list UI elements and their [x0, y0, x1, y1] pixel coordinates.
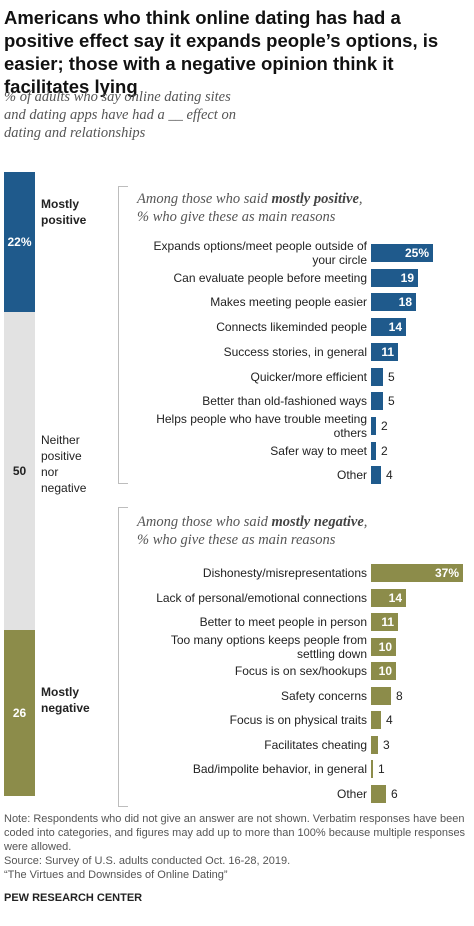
negative-reason-bar — [371, 637, 396, 656]
positive-reason-label: Makes meeting people easier — [210, 295, 367, 310]
negative-reason-value: 3 — [383, 737, 390, 752]
stack-segment-label: Mostly negative — [41, 685, 90, 715]
negative-reason-label: Safety concerns — [280, 688, 367, 703]
negative-reason-bar — [371, 613, 398, 631]
positive-reason-bar — [371, 392, 383, 411]
positive-reason-bar — [371, 441, 376, 460]
negative-group-heading: Among those who said mostly negative, % … — [137, 514, 368, 548]
positive-reason-value: 14 — [388, 320, 402, 335]
positive-reason-bar — [371, 268, 418, 287]
negative-reason-value: 8 — [396, 688, 403, 703]
negative-reason-bar — [371, 686, 391, 705]
negative-reason-value: 10 — [378, 664, 392, 678]
positive-reason-value: 11 — [381, 344, 394, 359]
negative-reason-bar — [371, 735, 378, 754]
positive-group-heading: Among those who said mostly positive, % … — [137, 191, 363, 225]
negative-reason-label: Facilitates cheating — [264, 737, 367, 752]
bracket-negative — [118, 507, 128, 807]
stack-segment-value: 26 — [12, 706, 27, 720]
negative-reason-label: Dishonesty/misrepresentations — [202, 566, 367, 580]
source-text: Source: Survey of U.S. adults conducted … — [4, 855, 291, 867]
positive-reason-bar — [371, 244, 433, 262]
positive-reason-bar — [371, 318, 406, 337]
positive-reason-value: 5 — [388, 394, 395, 409]
negative-reason-label: Bad/impolite behavior, in general — [192, 762, 367, 776]
stack-segment-1: 22% — [4, 172, 35, 312]
negative-reason-label: Other — [336, 786, 367, 801]
positive-reason-label: Safer way to meet — [270, 443, 367, 458]
report-title: “The Virtues and Downsides of Online Dat… — [4, 869, 228, 881]
notes: Note: Respondents who did not give an an… — [4, 812, 470, 882]
chart-title: Americans who think online dating has ha… — [4, 7, 439, 97]
negative-reason-value: 4 — [386, 713, 393, 727]
negative-reason-value: 10 — [378, 639, 392, 654]
positive-reason-label: Helps people who have trouble meeting ot… — [156, 411, 367, 440]
positive-reason-value: 19 — [400, 270, 414, 285]
negative-reason-bar — [371, 711, 381, 729]
positive-reason-label: Quicker/more efficient — [250, 369, 368, 384]
positive-reason-label: Other — [336, 468, 367, 483]
positive-reason-label: Can evaluate people before meeting — [173, 270, 367, 285]
pew-credit: PEW RESEARCH CENTER — [4, 892, 143, 904]
positive-reason-label: Success stories, in general — [223, 344, 367, 359]
negative-reason-value: 1 — [378, 762, 385, 776]
note-text: Note: Respondents who did not give an an… — [4, 813, 466, 853]
positive-reason-bar — [371, 293, 416, 312]
positive-reason-bar — [371, 466, 381, 485]
negative-reason-bar — [371, 784, 386, 803]
positive-reason-value: 5 — [388, 369, 395, 384]
negative-reason-label: Lack of personal/emotional connections — [156, 590, 367, 605]
positive-reason-label: Better than old-fashioned ways — [202, 394, 367, 409]
negative-reason-label: Too many options keeps people from settl… — [170, 632, 367, 661]
negative-reason-bar — [371, 662, 396, 680]
negative-reason-label: Focus is on physical traits — [229, 713, 367, 727]
positive-reason-value: 2 — [381, 443, 388, 458]
stack-segment-3: 26 — [4, 630, 35, 796]
negative-reason-value: 6 — [391, 786, 398, 801]
stack-segment-value: 50 — [12, 464, 27, 478]
stack-segment-label: Neither positive nor negative — [41, 433, 87, 495]
positive-reason-label: Expands options/meet people outside of y… — [153, 239, 367, 267]
chart-subtitle: % of adults who say online dating sites … — [4, 89, 236, 141]
stack-segment-value: 22% — [7, 235, 32, 249]
negative-reason-label: Better to meet people in person — [199, 615, 367, 629]
positive-reason-value: 18 — [398, 295, 412, 310]
negative-reason-value: 11 — [381, 615, 394, 629]
positive-reason-value: 2 — [381, 418, 388, 433]
negative-reason-label: Focus is on sex/hookups — [234, 664, 367, 678]
stack-segment-2: 50 — [4, 312, 35, 630]
negative-reason-bar — [371, 588, 406, 607]
positive-reason-value: 4 — [386, 468, 393, 483]
negative-reason-value: 37% — [434, 566, 459, 580]
positive-reason-bar — [371, 416, 376, 435]
positive-reason-label: Connects likeminded people — [216, 320, 367, 335]
negative-reason-value: 14 — [388, 590, 402, 605]
negative-reason-bar — [371, 760, 373, 778]
positive-reason-bar — [371, 367, 383, 386]
positive-reason-value: 25% — [404, 246, 429, 260]
positive-reason-bar — [371, 342, 398, 361]
bracket-positive — [118, 186, 128, 484]
negative-reason-bar — [371, 564, 463, 582]
stack-segment-label: Mostly positive — [41, 197, 87, 227]
